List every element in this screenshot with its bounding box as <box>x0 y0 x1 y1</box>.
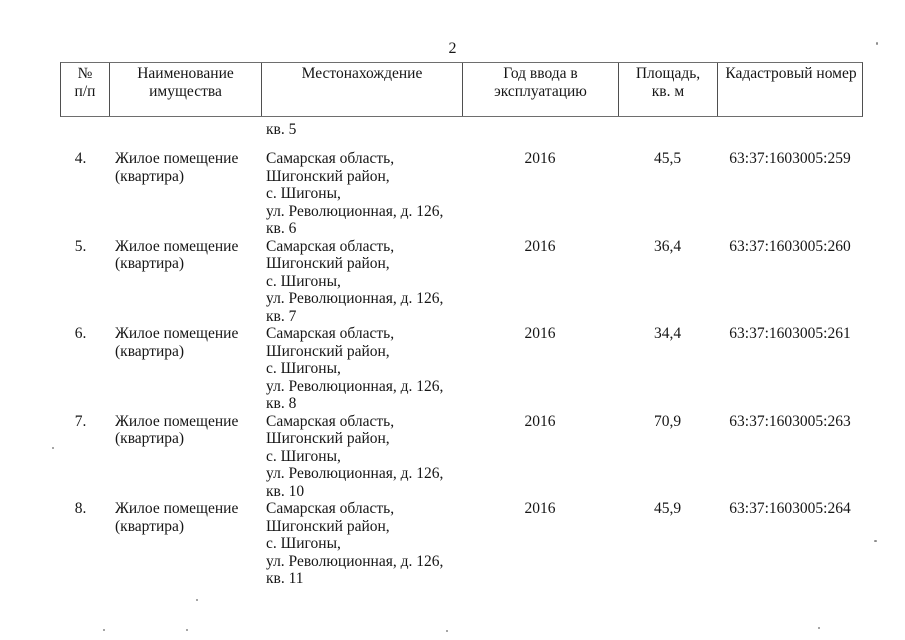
location-cell: Самарская область, Шигонский район, с. Ш… <box>261 325 462 413</box>
header-line: Год ввода в <box>503 65 578 82</box>
location-cell: Самарская область, Шигонский район, с. Ш… <box>261 150 462 238</box>
header-cell-area: Площадь, кв. м <box>619 63 718 116</box>
carryover-line: кв. 5 <box>266 121 297 138</box>
property-name-cell: Жилое помещение (квартира) <box>109 413 261 501</box>
location-line: Самарская область, <box>266 150 395 167</box>
property-table-body: 4. Жилое помещение (квартира) Самарская … <box>60 150 863 588</box>
header-cell-year: Год ввода в эксплуатацию <box>463 63 619 116</box>
cadastral-cell: 63:37:1603005:260 <box>729 237 851 255</box>
location-line: Самарская область, <box>266 412 395 430</box>
table-row: 7. Жилое помещение (квартира) Самарская … <box>60 413 863 501</box>
scan-speck <box>876 42 878 45</box>
property-name-cell: Жилое помещение (квартира) <box>109 150 261 238</box>
location-line: ул. Революционная, д. 126, <box>266 202 444 220</box>
location-line: с. Шигоны, <box>266 447 341 465</box>
property-name-line: Жилое помещение <box>115 237 239 255</box>
location-line: Шигонский район, <box>266 255 390 272</box>
page-number: 2 <box>448 40 457 57</box>
row-number-cell: 6. <box>74 325 87 342</box>
area-cell: 36,4 <box>653 237 682 255</box>
location-line: с. Шигоны, <box>266 185 341 202</box>
area-cell: 45,5 <box>653 150 682 167</box>
location-line: кв. 6 <box>266 220 297 237</box>
year-cell: 2016 <box>524 237 556 255</box>
row-number-cell: 5. <box>74 237 87 255</box>
location-cell: Самарская область, Шигонский район, с. Ш… <box>261 413 462 501</box>
year-cell: 2016 <box>524 412 556 430</box>
property-name-line: (квартира) <box>115 342 185 360</box>
year-cell: 2016 <box>524 150 556 167</box>
header-cell-location: Местонахождение <box>262 63 463 116</box>
area-cell: 34,4 <box>653 325 682 342</box>
header-line: Площадь, <box>635 65 701 82</box>
location-line: с. Шигоны, <box>266 272 341 290</box>
row-number-cell: 4. <box>74 150 87 167</box>
property-name-line: (квартира) <box>115 167 185 185</box>
header-line: № <box>77 65 93 82</box>
scan-speck <box>446 630 448 632</box>
header-line: Местонахождение <box>301 65 423 82</box>
table-row: 4. Жилое помещение (квартира) Самарская … <box>60 150 863 238</box>
location-line: Самарская область, <box>266 325 395 342</box>
cadastral-cell: 63:37:1603005:263 <box>729 412 851 430</box>
location-line: Самарская область, <box>266 500 395 517</box>
area-cell: 70,9 <box>653 412 682 430</box>
year-cell: 2016 <box>524 325 556 342</box>
property-name-cell: Жилое помещение (квартира) <box>109 325 261 413</box>
location-line: с. Шигоны, <box>266 535 341 552</box>
location-line: Шигонский район, <box>266 167 390 185</box>
header-line: эксплуатацию <box>494 82 587 100</box>
header-line: кв. м <box>651 82 685 100</box>
cadastral-cell: 63:37:1603005:261 <box>729 325 851 342</box>
header-line: имущества <box>149 82 222 100</box>
header-cell-cadastral: Кадастровый номер <box>718 63 864 116</box>
row-number-cell: 8. <box>74 500 87 517</box>
location-line: ул. Революционная, д. 126, <box>266 552 444 570</box>
property-name-line: Жилое помещение <box>115 412 239 430</box>
location-cell: Самарская область, Шигонский район, с. Ш… <box>261 238 462 326</box>
cadastral-cell: 63:37:1603005:264 <box>729 500 851 517</box>
location-line: Шигонский район, <box>266 342 390 360</box>
scan-speck <box>52 447 54 449</box>
table-row: 6. Жилое помещение (квартира) Самарская … <box>60 325 863 413</box>
header-cell-name: Наименование имущества <box>110 63 262 116</box>
property-table-header: № п/п Наименование имущества Местонахожд… <box>60 62 863 117</box>
area-cell: 45,9 <box>653 500 682 517</box>
location-line: ул. Революционная, д. 126, <box>266 465 444 482</box>
property-name-line: Жилое помещение <box>115 150 239 167</box>
location-line: Самарская область, <box>266 237 395 255</box>
location-line: Шигонский район, <box>266 430 390 447</box>
header-line: п/п <box>74 82 96 100</box>
scan-speck <box>103 629 105 631</box>
header-line: Наименование <box>137 65 234 82</box>
property-name-cell: Жилое помещение (квартира) <box>109 238 261 326</box>
location-line: кв. 7 <box>266 307 297 325</box>
scan-speck <box>874 540 877 542</box>
location-line: кв. 11 <box>266 570 304 587</box>
location-line: ул. Революционная, д. 126, <box>266 290 444 307</box>
location-cell: Самарская область, Шигонский район, с. Ш… <box>261 500 462 588</box>
table-row: 5. Жилое помещение (квартира) Самарская … <box>60 238 863 326</box>
scan-speck <box>818 627 820 629</box>
year-cell: 2016 <box>524 500 556 517</box>
location-line: Шигонский район, <box>266 517 390 535</box>
scan-speck <box>196 599 198 601</box>
property-name-line: (квартира) <box>115 430 185 447</box>
location-line: кв. 8 <box>266 395 297 412</box>
property-name-line: Жилое помещение <box>115 325 239 342</box>
scan-speck <box>186 629 188 631</box>
cadastral-cell: 63:37:1603005:259 <box>729 150 851 167</box>
header-cell-num: № п/п <box>61 63 110 116</box>
location-line: ул. Революционная, д. 126, <box>266 377 444 395</box>
row-number-cell: 7. <box>74 412 87 430</box>
property-name-line: (квартира) <box>115 517 185 535</box>
property-name-cell: Жилое помещение (квартира) <box>109 500 261 588</box>
location-line: с. Шигоны, <box>266 360 341 377</box>
property-name-line: (квартира) <box>115 255 185 272</box>
header-line: Кадастровый номер <box>725 65 857 82</box>
property-name-line: Жилое помещение <box>115 500 239 517</box>
location-line: кв. 10 <box>266 482 305 500</box>
table-row: 8. Жилое помещение (квартира) Самарская … <box>60 500 863 588</box>
